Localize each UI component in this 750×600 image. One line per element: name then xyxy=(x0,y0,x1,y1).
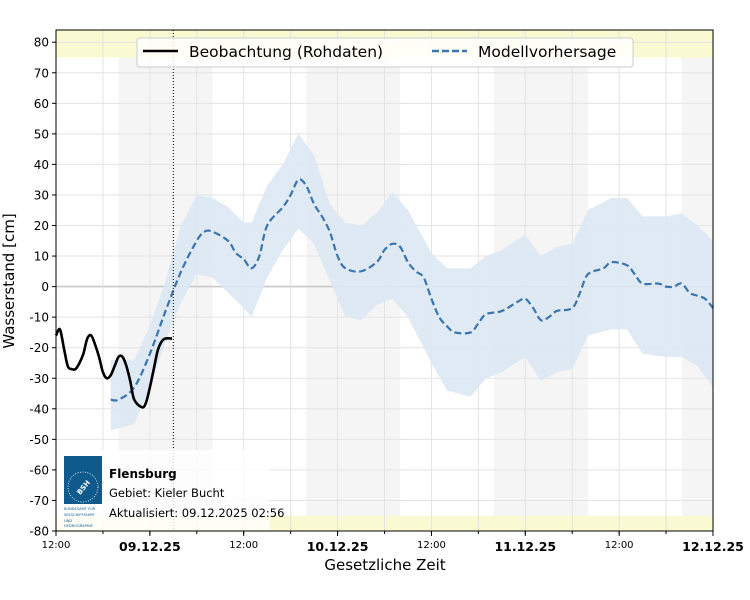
svg-text:UND: UND xyxy=(64,519,72,523)
y-tick-label: -70 xyxy=(29,494,49,508)
y-tick-label: -50 xyxy=(29,433,49,447)
y-tick-label: 40 xyxy=(34,158,49,172)
y-tick-label: -60 xyxy=(29,463,49,477)
legend-observation-label: Beobachtung (Rohdaten) xyxy=(189,43,383,61)
x-tick-label: 09.12.25 xyxy=(119,539,181,554)
forecast-line xyxy=(110,178,714,402)
station-name: Flensburg xyxy=(109,467,177,481)
x-tick-label: 12:00 xyxy=(42,540,71,551)
legend-forecast-label: Modellvorhersage xyxy=(478,43,616,61)
y-axis-label: Wasserstand [cm] xyxy=(0,213,18,348)
x-tick-label: 10.12.25 xyxy=(307,539,369,554)
station-area: Gebiet: Kieler Bucht xyxy=(109,486,225,500)
y-tick-label: -40 xyxy=(29,402,49,416)
x-tick-label: 11.12.25 xyxy=(494,539,556,554)
y-tick-label: -10 xyxy=(29,311,49,325)
x-tick-label: 12:00 xyxy=(229,540,258,551)
legend: Beobachtung (Rohdaten) Modellvorhersage xyxy=(136,37,634,68)
x-tick-label: 12.12.25 xyxy=(682,539,744,554)
y-tick-label: 0 xyxy=(41,280,49,294)
y-tick-label: 20 xyxy=(34,219,49,233)
bsh-logo: BSH BUNDESAMT FÜR SEESCHIFFFAHRT UND HYD… xyxy=(64,456,102,528)
y-tick-label: 30 xyxy=(34,188,49,202)
x-axis-label: Gesetzliche Zeit xyxy=(324,556,445,574)
y-tick-label: 10 xyxy=(34,250,49,264)
y-tick-label: 50 xyxy=(34,127,49,141)
x-tick-label: 12:00 xyxy=(605,540,634,551)
y-tick-label: -30 xyxy=(29,372,49,386)
updated-timestamp: Aktualisiert: 09.12.2025 02:56 xyxy=(109,506,284,520)
svg-text:HYDROGRAPHIE: HYDROGRAPHIE xyxy=(64,524,94,528)
svg-text:BUNDESAMT FÜR: BUNDESAMT FÜR xyxy=(64,506,96,511)
x-tick-label: 12:00 xyxy=(417,540,446,551)
y-tick-label: -20 xyxy=(29,341,49,355)
observation-line xyxy=(54,327,173,409)
y-tick-label: 80 xyxy=(34,36,49,50)
svg-text:SEESCHIFFFAHRT: SEESCHIFFFAHRT xyxy=(64,513,96,517)
uncertainty-band xyxy=(110,133,713,431)
y-tick-label: -80 xyxy=(29,525,49,539)
y-tick-label: 60 xyxy=(34,97,49,111)
y-tick-label: 70 xyxy=(34,66,49,80)
station-info-box: BSH BUNDESAMT FÜR SEESCHIFFFAHRT UND HYD… xyxy=(57,450,284,530)
